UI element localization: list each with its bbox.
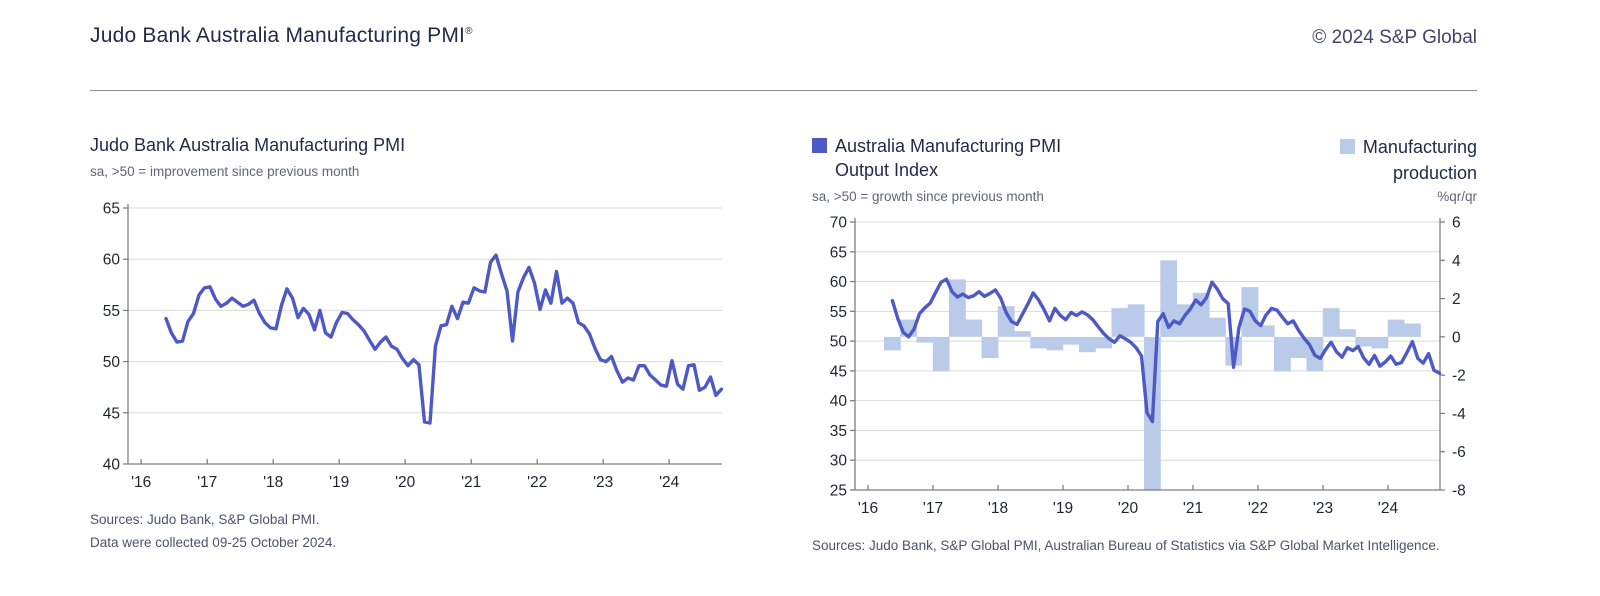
- svg-text:'22: '22: [1248, 500, 1268, 517]
- output-index-legend: Australia Manufacturing PMI Output Index: [812, 136, 1061, 181]
- axis-tick-labels: 70 65 60 55 50 45 40 35 30 25 6 4 2 0 -2 -4 -6 -8 '16 '17 '1…: [830, 215, 1466, 518]
- svg-text:60: 60: [830, 274, 848, 291]
- svg-text:'19: '19: [1053, 500, 1073, 517]
- svg-text:25: 25: [830, 483, 847, 500]
- production-legend-label-line2: production: [1392, 163, 1477, 183]
- registered-mark: ®: [465, 26, 473, 37]
- svg-text:2: 2: [1452, 291, 1461, 308]
- left-chart-sources: Sources: Judo Bank, S&P Global PMI. Data…: [90, 508, 336, 554]
- left-chart-title: Judo Bank Australia Manufacturing PMI: [90, 135, 406, 155]
- production-legend-label-line1: Manufacturing: [1362, 137, 1477, 157]
- svg-text:-4: -4: [1452, 406, 1466, 423]
- svg-text:-8: -8: [1452, 483, 1466, 500]
- svg-text:'24: '24: [659, 474, 680, 491]
- svg-text:55: 55: [830, 304, 847, 321]
- svg-text:'18: '18: [988, 500, 1008, 517]
- right-output-production-chart: 70 65 60 55 50 45 40 35 30 25 6 4 2 0 -2 -4 -6 -8 '16 '17 '1…: [830, 215, 1466, 518]
- svg-text:6: 6: [1452, 215, 1461, 232]
- svg-text:'18: '18: [263, 474, 283, 491]
- svg-text:'24: '24: [1378, 500, 1399, 517]
- copyright-text: © 2024 S&P Global: [1312, 27, 1477, 48]
- left-pmi-chart: 65 60 55 50 45 40 '16 '17 '18 '19 '20 '21 '22 '23 '24: [103, 201, 724, 492]
- svg-text:0: 0: [1452, 329, 1461, 346]
- svg-text:50: 50: [830, 334, 848, 351]
- sources-line: Sources: Judo Bank, S&P Global PMI.: [90, 512, 320, 527]
- svg-text:55: 55: [103, 303, 120, 320]
- svg-text:-6: -6: [1452, 444, 1466, 461]
- output-index-legend-label-line2: Output Index: [835, 160, 939, 180]
- svg-text:30: 30: [830, 453, 848, 470]
- svg-text:'22: '22: [527, 474, 547, 491]
- production-unit-label: %qr/qr: [1437, 189, 1477, 204]
- svg-text:65: 65: [103, 201, 120, 218]
- output-index-legend-swatch: [812, 138, 827, 153]
- svg-text:'21: '21: [461, 474, 481, 491]
- svg-text:4: 4: [1452, 253, 1461, 270]
- page-title-text: Judo Bank Australia Manufacturing PMI: [90, 24, 466, 47]
- production-legend-swatch: [1339, 139, 1355, 154]
- svg-text:65: 65: [830, 244, 847, 261]
- svg-text:70: 70: [830, 215, 848, 232]
- header-divider: [90, 90, 1477, 91]
- svg-text:45: 45: [103, 405, 120, 422]
- left-chart-subtitle: sa, >50 = improvement since previous mon…: [90, 164, 360, 179]
- pmi-line-series: [890, 277, 1442, 424]
- svg-text:50: 50: [103, 354, 121, 371]
- production-legend: Manufacturing production %qr/qr: [1339, 134, 1477, 204]
- svg-text:'21: '21: [1183, 500, 1203, 517]
- svg-text:45: 45: [830, 363, 847, 380]
- svg-text:'17: '17: [197, 474, 217, 491]
- svg-text:40: 40: [103, 457, 121, 474]
- axis-tick-labels: 65 60 55 50 45 40 '16 '17 '18 '19 '20 '21 '22 '23 '24: [103, 201, 680, 492]
- collection-period-line: Data were collected 09-25 October 2024.: [90, 535, 337, 550]
- right-chart-sources: Sources: Judo Bank, S&P Global PMI, Aust…: [812, 538, 1440, 553]
- output-index-legend-label-line1: Australia Manufacturing PMI: [835, 136, 1062, 156]
- svg-text:'20: '20: [1118, 500, 1139, 517]
- svg-text:'16: '16: [858, 500, 878, 517]
- svg-text:'17: '17: [923, 500, 943, 517]
- svg-text:-2: -2: [1452, 368, 1466, 385]
- page-title: Judo Bank Australia Manufacturing PMI®: [90, 24, 473, 48]
- right-chart-subtitle: sa, >50 = growth since previous month: [812, 189, 1044, 204]
- svg-text:40: 40: [830, 393, 848, 410]
- svg-text:'20: '20: [395, 474, 416, 491]
- svg-text:'23: '23: [1313, 500, 1333, 517]
- svg-text:'19: '19: [329, 474, 349, 491]
- pmi-line-series: [164, 253, 724, 425]
- svg-text:'16: '16: [131, 474, 151, 491]
- svg-text:35: 35: [830, 423, 847, 440]
- svg-text:'23: '23: [593, 474, 613, 491]
- svg-text:60: 60: [103, 252, 121, 269]
